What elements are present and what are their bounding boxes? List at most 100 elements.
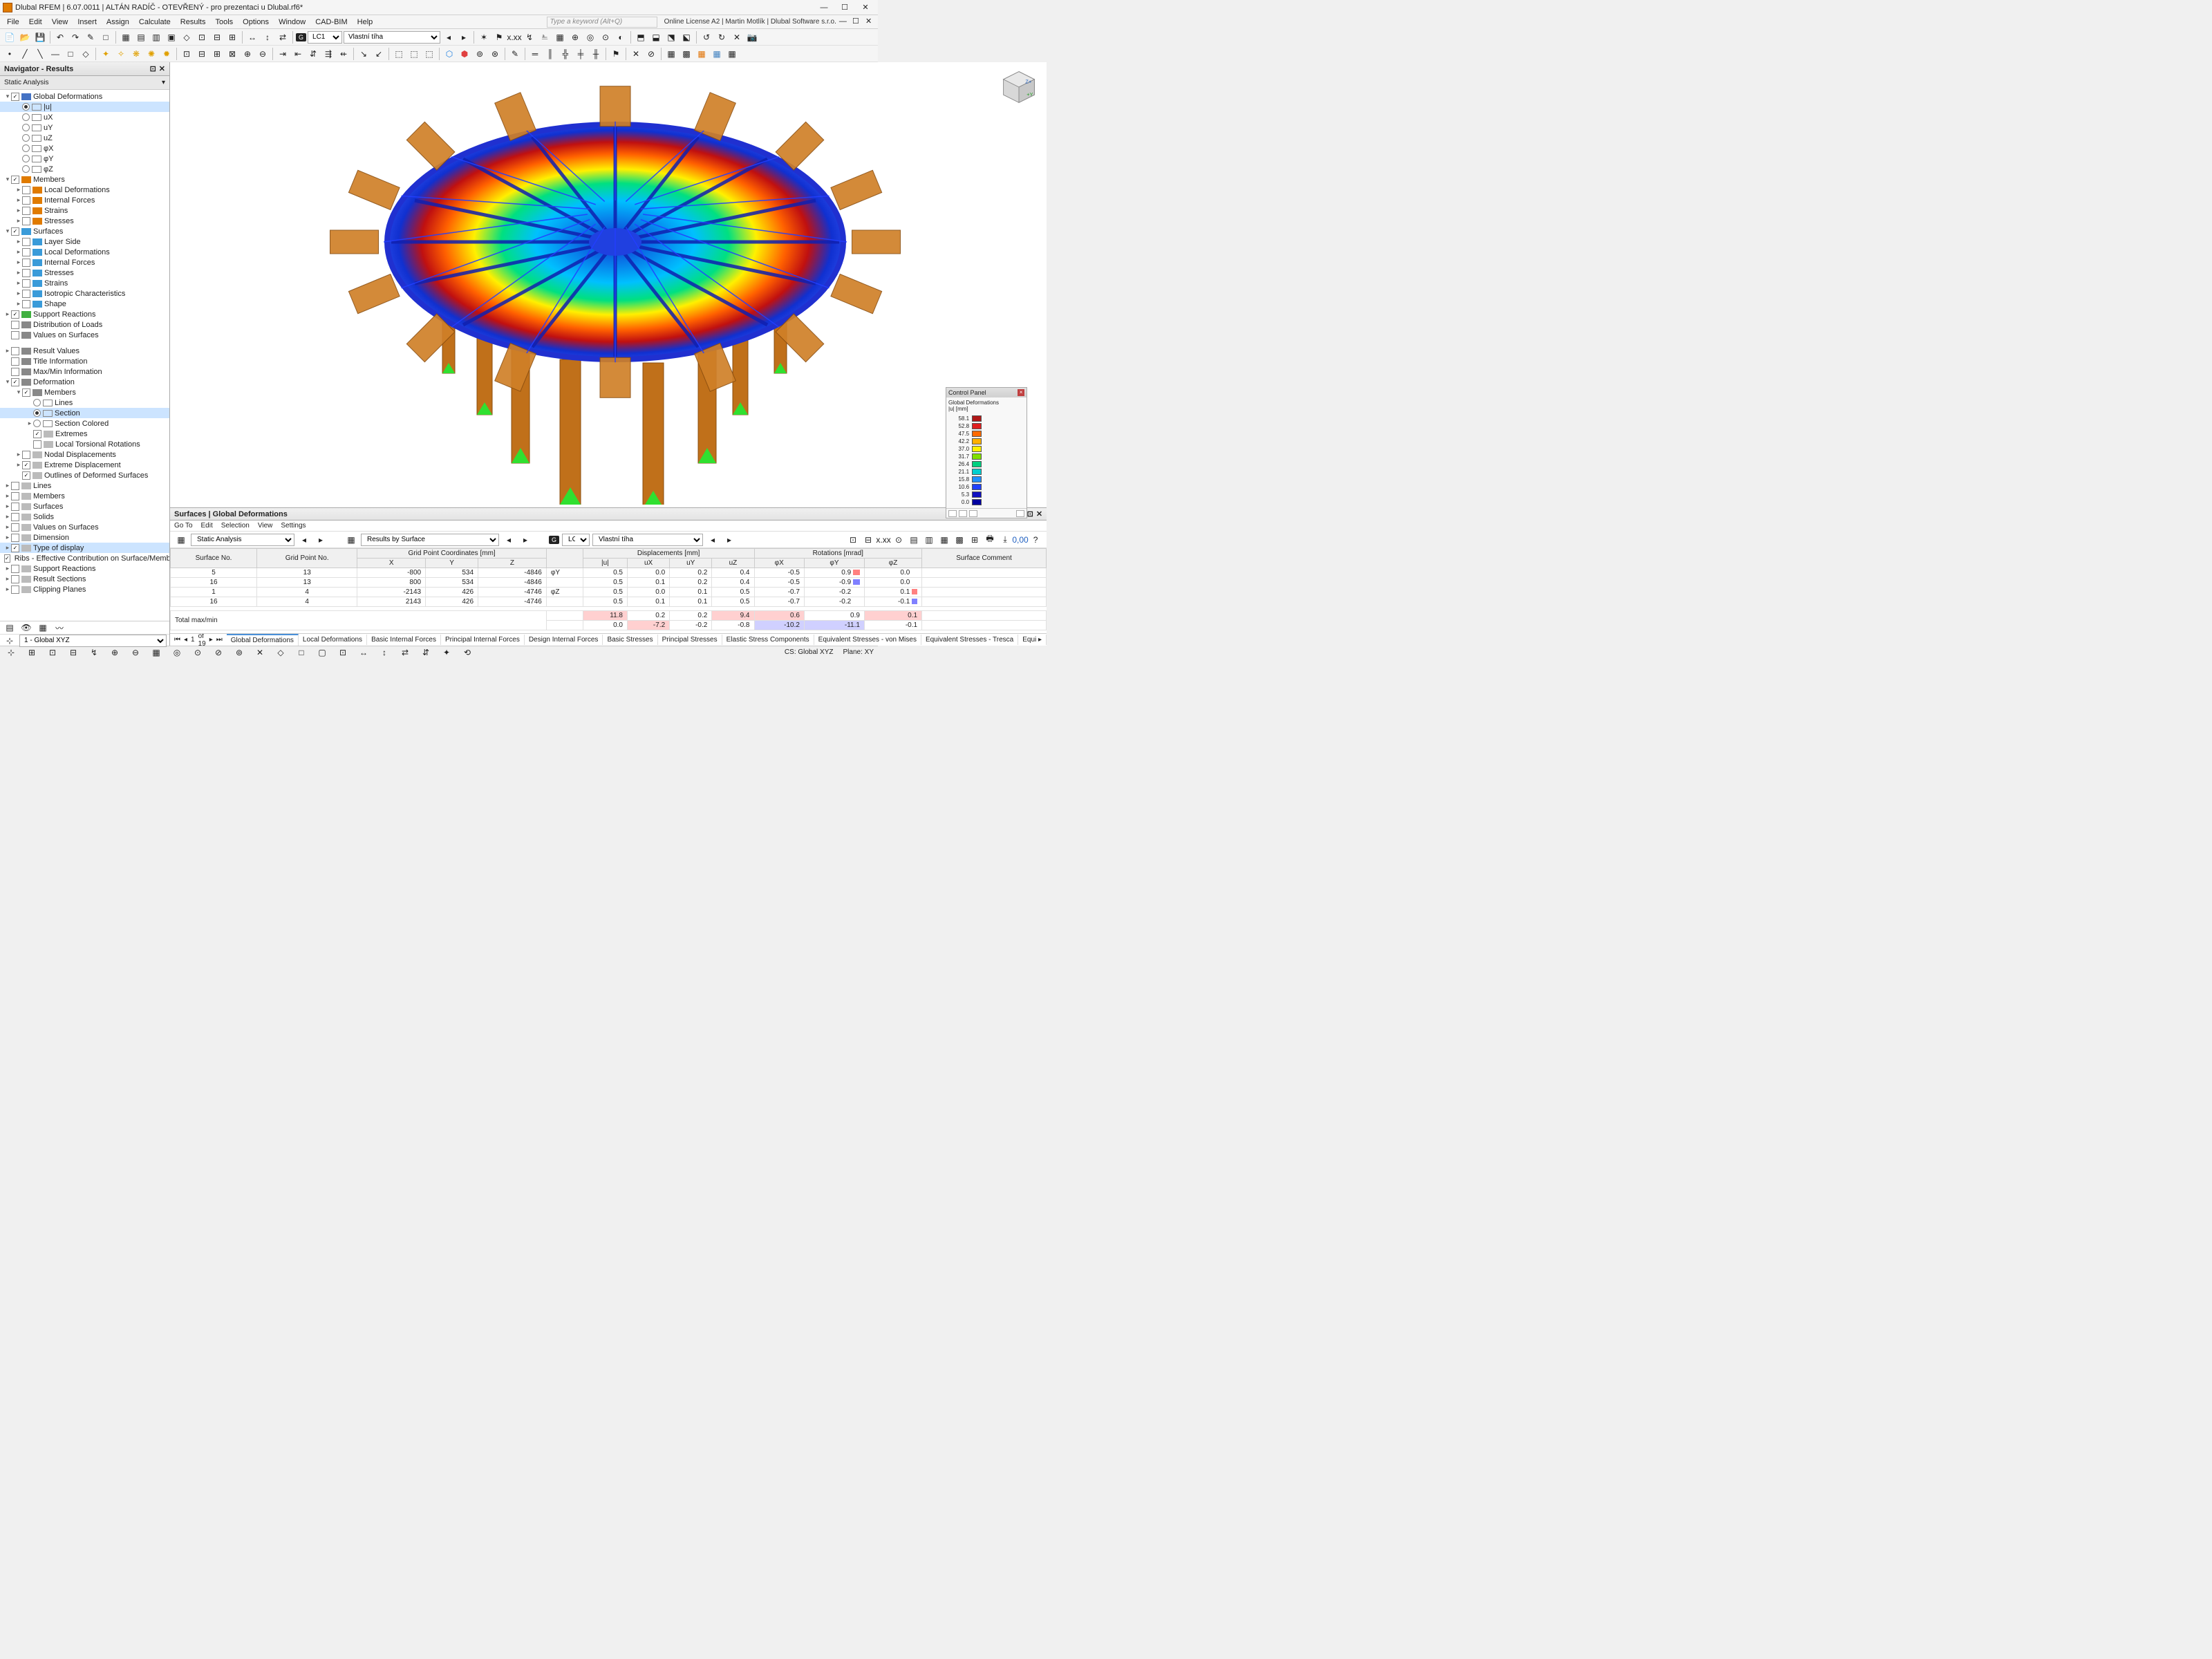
minimize-button[interactable]: —: [814, 1, 834, 14]
tool-icon[interactable]: ⊞: [210, 47, 224, 61]
close-icon[interactable]: ×: [1018, 389, 1024, 396]
navigator-subheader[interactable]: Static Analysis ▾: [0, 76, 169, 90]
col-gridpoint[interactable]: Grid Point No.: [257, 549, 357, 568]
nav-tab-icon[interactable]: ▦: [36, 621, 50, 635]
tree-item[interactable]: ▸Strains: [0, 278, 169, 288]
tool-icon[interactable]: ⇷: [337, 47, 350, 61]
tree-item[interactable]: ▾Surfaces: [0, 226, 169, 236]
tool-icon[interactable]: ⊡: [180, 47, 194, 61]
nav-tab-icon[interactable]: ▤: [3, 621, 17, 635]
analysis-select[interactable]: Static Analysis: [191, 534, 294, 546]
tool-icon[interactable]: ▤: [134, 30, 148, 44]
lc-code-select[interactable]: LC1: [562, 534, 590, 546]
tab-tresca[interactable]: Equivalent Stresses - Tresca: [921, 635, 1018, 645]
sb-icon[interactable]: ⇵: [419, 646, 433, 659]
table-row[interactable]: 1613800534-48460.50.10.20.4-0.5-0.9 0.0: [171, 578, 1047, 588]
tool-icon[interactable]: ↙: [372, 47, 386, 61]
tool-icon[interactable]: ▣: [165, 30, 178, 44]
table-row[interactable]: 1642143426-47460.50.10.10.5-0.7-0.2 -0.1: [171, 597, 1047, 607]
tool-icon[interactable]: ▤: [907, 533, 921, 547]
control-panel[interactable]: Control Panel × Global Deformations |u| …: [946, 387, 1027, 518]
col-comment[interactable]: Surface Comment: [922, 549, 1047, 568]
tool-icon[interactable]: •: [3, 47, 17, 61]
close-icon[interactable]: ✕: [1036, 509, 1042, 518]
tab-basic-if[interactable]: Basic Internal Forces: [367, 635, 441, 645]
sb-icon[interactable]: ▦: [149, 646, 163, 659]
view-cube[interactable]: Z+ +Y: [1000, 68, 1038, 106]
tree-item[interactable]: uZ: [0, 133, 169, 143]
tree-item[interactable]: ▸Extreme Displacement: [0, 460, 169, 470]
rp-menu-settings[interactable]: Settings: [281, 522, 306, 529]
tree-item[interactable]: φZ: [0, 164, 169, 174]
tree-item[interactable]: ▸Stresses: [0, 268, 169, 278]
results-table[interactable]: Surface No. Grid Point No. Grid Point Co…: [170, 548, 1047, 630]
tree-item[interactable]: ▸Shape: [0, 299, 169, 309]
tree-item[interactable]: ▾Members: [0, 387, 169, 397]
lc-name-select[interactable]: Vlastní tíha: [592, 534, 703, 546]
tool-icon[interactable]: ⊘: [644, 47, 658, 61]
table-row[interactable]: 513-800534-4846φY0.50.00.20.4-0.50.9 0.0: [171, 568, 1047, 578]
sb-icon[interactable]: ⊟: [66, 646, 80, 659]
tree-item[interactable]: ▸Members: [0, 491, 169, 501]
next-icon[interactable]: ▸: [722, 533, 736, 547]
tool-icon[interactable]: ⊞: [225, 30, 239, 44]
tree-item[interactable]: ▾Members: [0, 174, 169, 185]
tool-icon[interactable]: ⊠: [225, 47, 239, 61]
next-icon[interactable]: ▸: [518, 533, 532, 547]
menu-edit[interactable]: Edit: [25, 17, 46, 28]
tool-icon[interactable]: ⬕: [679, 30, 693, 44]
tab-princ-if[interactable]: Principal Internal Forces: [441, 635, 525, 645]
tool-icon[interactable]: ⊛: [488, 47, 502, 61]
cp-tab-icon[interactable]: [948, 510, 957, 517]
tool-icon[interactable]: □: [64, 47, 77, 61]
rp-menu-edit[interactable]: Edit: [201, 522, 213, 529]
tree-item[interactable]: ▸Type of display: [0, 543, 169, 553]
sb-icon[interactable]: ◇: [274, 646, 288, 659]
tool-icon[interactable]: □: [99, 30, 113, 44]
col-coords[interactable]: Grid Point Coordinates [mm]: [357, 549, 547, 559]
close-button[interactable]: ✕: [856, 1, 875, 14]
tool-icon[interactable]: ↔: [245, 30, 259, 44]
tool-icon[interactable]: ▩: [679, 47, 693, 61]
tab-elastic[interactable]: Elastic Stress Components: [722, 635, 814, 645]
tree-item[interactable]: ▸Clipping Planes: [0, 584, 169, 594]
tool-icon[interactable]: ✕: [730, 30, 744, 44]
tool-icon[interactable]: ⊟: [210, 30, 224, 44]
tool-icon[interactable]: ╬: [559, 47, 572, 61]
sb-icon[interactable]: ✦: [440, 646, 453, 659]
col-surface[interactable]: Surface No.: [171, 549, 257, 568]
tool-icon[interactable]: ⇤: [291, 47, 305, 61]
maximize-button[interactable]: ☐: [835, 1, 854, 14]
next-icon[interactable]: ▸: [314, 533, 328, 547]
tree-item[interactable]: Values on Surfaces: [0, 330, 169, 340]
tab-global-def[interactable]: Global Deformations: [227, 634, 299, 646]
tool-icon[interactable]: ▦: [695, 47, 709, 61]
tool-icon[interactable]: ▦: [664, 47, 678, 61]
sb-icon[interactable]: ✕: [253, 646, 267, 659]
menu-view[interactable]: View: [48, 17, 73, 28]
print-icon[interactable]: 🖶: [983, 533, 997, 547]
tree-item[interactable]: ▸Stresses: [0, 216, 169, 226]
tree-item[interactable]: ▸Lines: [0, 480, 169, 491]
sb-icon[interactable]: ▢: [315, 646, 329, 659]
tool-icon[interactable]: ⎁: [538, 30, 552, 44]
tree-item[interactable]: uY: [0, 122, 169, 133]
rp-menu-goto[interactable]: Go To: [174, 522, 193, 529]
tree-item[interactable]: Max/Min Information: [0, 366, 169, 377]
tool-icon[interactable]: ⊖: [256, 47, 270, 61]
tool-icon[interactable]: ⇄: [276, 30, 290, 44]
tree-item[interactable]: ▸Nodal Displacements: [0, 449, 169, 460]
tool-icon[interactable]: ✺: [144, 47, 158, 61]
tool-icon[interactable]: ◇: [180, 30, 194, 44]
table-row[interactable]: 14-2143426-4746φZ0.50.00.10.5-0.7-0.2 0.…: [171, 588, 1047, 597]
help-icon[interactable]: ?: [1029, 533, 1042, 547]
next-icon[interactable]: ▸: [457, 30, 471, 44]
navigator-tree[interactable]: ▾Global Deformations|u|uXuYuZφXφYφZ▾Memb…: [0, 90, 169, 621]
tree-item[interactable]: Distribution of Loads: [0, 319, 169, 330]
tool-icon[interactable]: ◎: [583, 30, 597, 44]
window-minimize-icon[interactable]: —: [839, 17, 849, 27]
col-disp[interactable]: Displacements [mm]: [583, 549, 754, 559]
tree-item[interactable]: ▸Solids: [0, 512, 169, 522]
tool-icon[interactable]: ╲: [33, 47, 47, 61]
tool-icon[interactable]: ▦: [710, 47, 724, 61]
